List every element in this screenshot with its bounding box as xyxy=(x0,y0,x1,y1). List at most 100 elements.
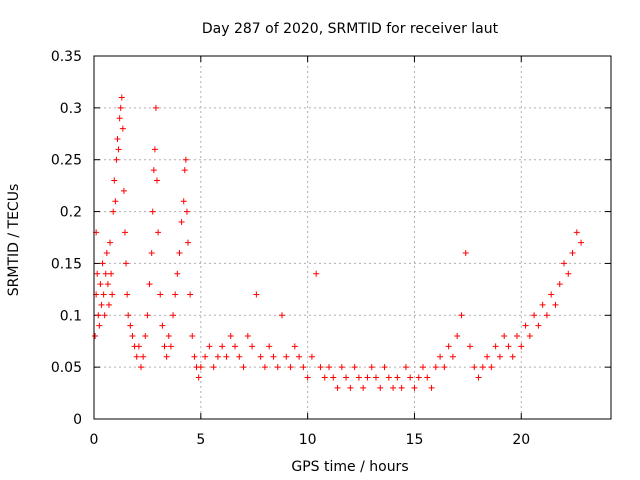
data-point xyxy=(244,333,251,340)
data-point xyxy=(432,364,439,371)
data-point xyxy=(407,374,414,381)
data-point xyxy=(552,301,559,308)
data-point xyxy=(479,364,486,371)
data-point xyxy=(113,156,120,163)
data-point xyxy=(573,229,580,236)
data-point xyxy=(178,218,185,225)
data-point xyxy=(415,374,422,381)
data-point xyxy=(96,322,103,329)
y-tick-label: 0 xyxy=(73,412,82,428)
data-point xyxy=(167,343,174,350)
data-point xyxy=(133,353,140,360)
data-point xyxy=(111,177,118,184)
data-point xyxy=(364,374,371,381)
data-point xyxy=(501,333,508,340)
data-point xyxy=(373,374,379,381)
data-point xyxy=(535,322,542,329)
data-point xyxy=(107,239,114,246)
data-point xyxy=(488,364,495,371)
data-point xyxy=(539,301,546,308)
data-point xyxy=(304,374,311,381)
data-point xyxy=(385,374,392,381)
data-point xyxy=(114,135,121,142)
data-point xyxy=(296,353,303,360)
data-point xyxy=(253,291,260,298)
data-point xyxy=(92,333,99,340)
data-point xyxy=(157,291,164,298)
data-point xyxy=(100,291,107,298)
data-point xyxy=(402,364,409,371)
data-point xyxy=(321,374,328,381)
data-point xyxy=(176,250,183,257)
data-point xyxy=(467,343,473,350)
data-point xyxy=(330,374,337,381)
data-point xyxy=(377,384,384,391)
data-point xyxy=(112,198,119,205)
data-point xyxy=(103,250,110,257)
data-point xyxy=(102,270,109,277)
data-point xyxy=(279,312,285,319)
y-axis-label: SRMTID / TECUs xyxy=(6,184,22,297)
data-point xyxy=(140,353,147,360)
data-point xyxy=(326,364,332,371)
data-point xyxy=(101,312,108,319)
data-point xyxy=(181,167,188,174)
data-point xyxy=(148,250,155,257)
data-point xyxy=(104,281,111,288)
data-point xyxy=(437,353,444,360)
data-point xyxy=(214,353,221,360)
data-point xyxy=(98,301,105,308)
data-point xyxy=(152,104,159,111)
data-point xyxy=(578,239,585,246)
data-point xyxy=(155,229,162,236)
data-point xyxy=(308,353,315,360)
data-point xyxy=(454,333,461,340)
data-point xyxy=(236,353,243,360)
data-point xyxy=(127,322,134,329)
data-point xyxy=(118,94,125,101)
data-point xyxy=(351,364,358,371)
data-point xyxy=(125,312,132,319)
data-point xyxy=(287,364,294,371)
data-point xyxy=(526,333,533,340)
data-point xyxy=(129,333,136,340)
data-point xyxy=(561,260,567,267)
x-tick-label: 10 xyxy=(299,432,317,448)
data-point xyxy=(206,343,213,350)
data-point xyxy=(165,333,172,340)
data-point xyxy=(151,146,158,153)
data-point xyxy=(182,156,189,163)
data-point xyxy=(110,208,117,215)
data-point xyxy=(484,353,491,360)
x-tick-label: 15 xyxy=(406,432,424,448)
data-point xyxy=(189,333,196,340)
data-point xyxy=(150,167,157,174)
data-point xyxy=(283,353,290,360)
data-point xyxy=(138,364,144,371)
data-point xyxy=(334,384,341,391)
data-point xyxy=(163,353,170,360)
y-tick-label: 0.25 xyxy=(51,153,82,169)
data-point xyxy=(99,260,106,267)
data-point xyxy=(240,364,247,371)
data-point xyxy=(161,343,168,350)
data-point xyxy=(124,291,131,298)
grid xyxy=(94,56,611,419)
data-point xyxy=(95,312,102,319)
data-point xyxy=(187,291,194,298)
data-point xyxy=(159,322,166,329)
y-axis-ticks: 0 0.05 0.1 0.15 0.2 0.25 0.3 0.35 xyxy=(51,49,611,428)
data-point xyxy=(338,364,345,371)
data-point xyxy=(394,374,401,381)
data-point xyxy=(119,125,126,132)
data-point xyxy=(360,384,367,391)
data-point xyxy=(154,177,161,184)
data-point xyxy=(569,250,576,257)
y-tick-label: 0.35 xyxy=(51,49,82,65)
data-point xyxy=(347,384,354,391)
data-point xyxy=(232,343,238,350)
data-point xyxy=(174,270,181,277)
data-point xyxy=(522,322,529,329)
x-axis-label: GPS time / hours xyxy=(291,459,408,475)
